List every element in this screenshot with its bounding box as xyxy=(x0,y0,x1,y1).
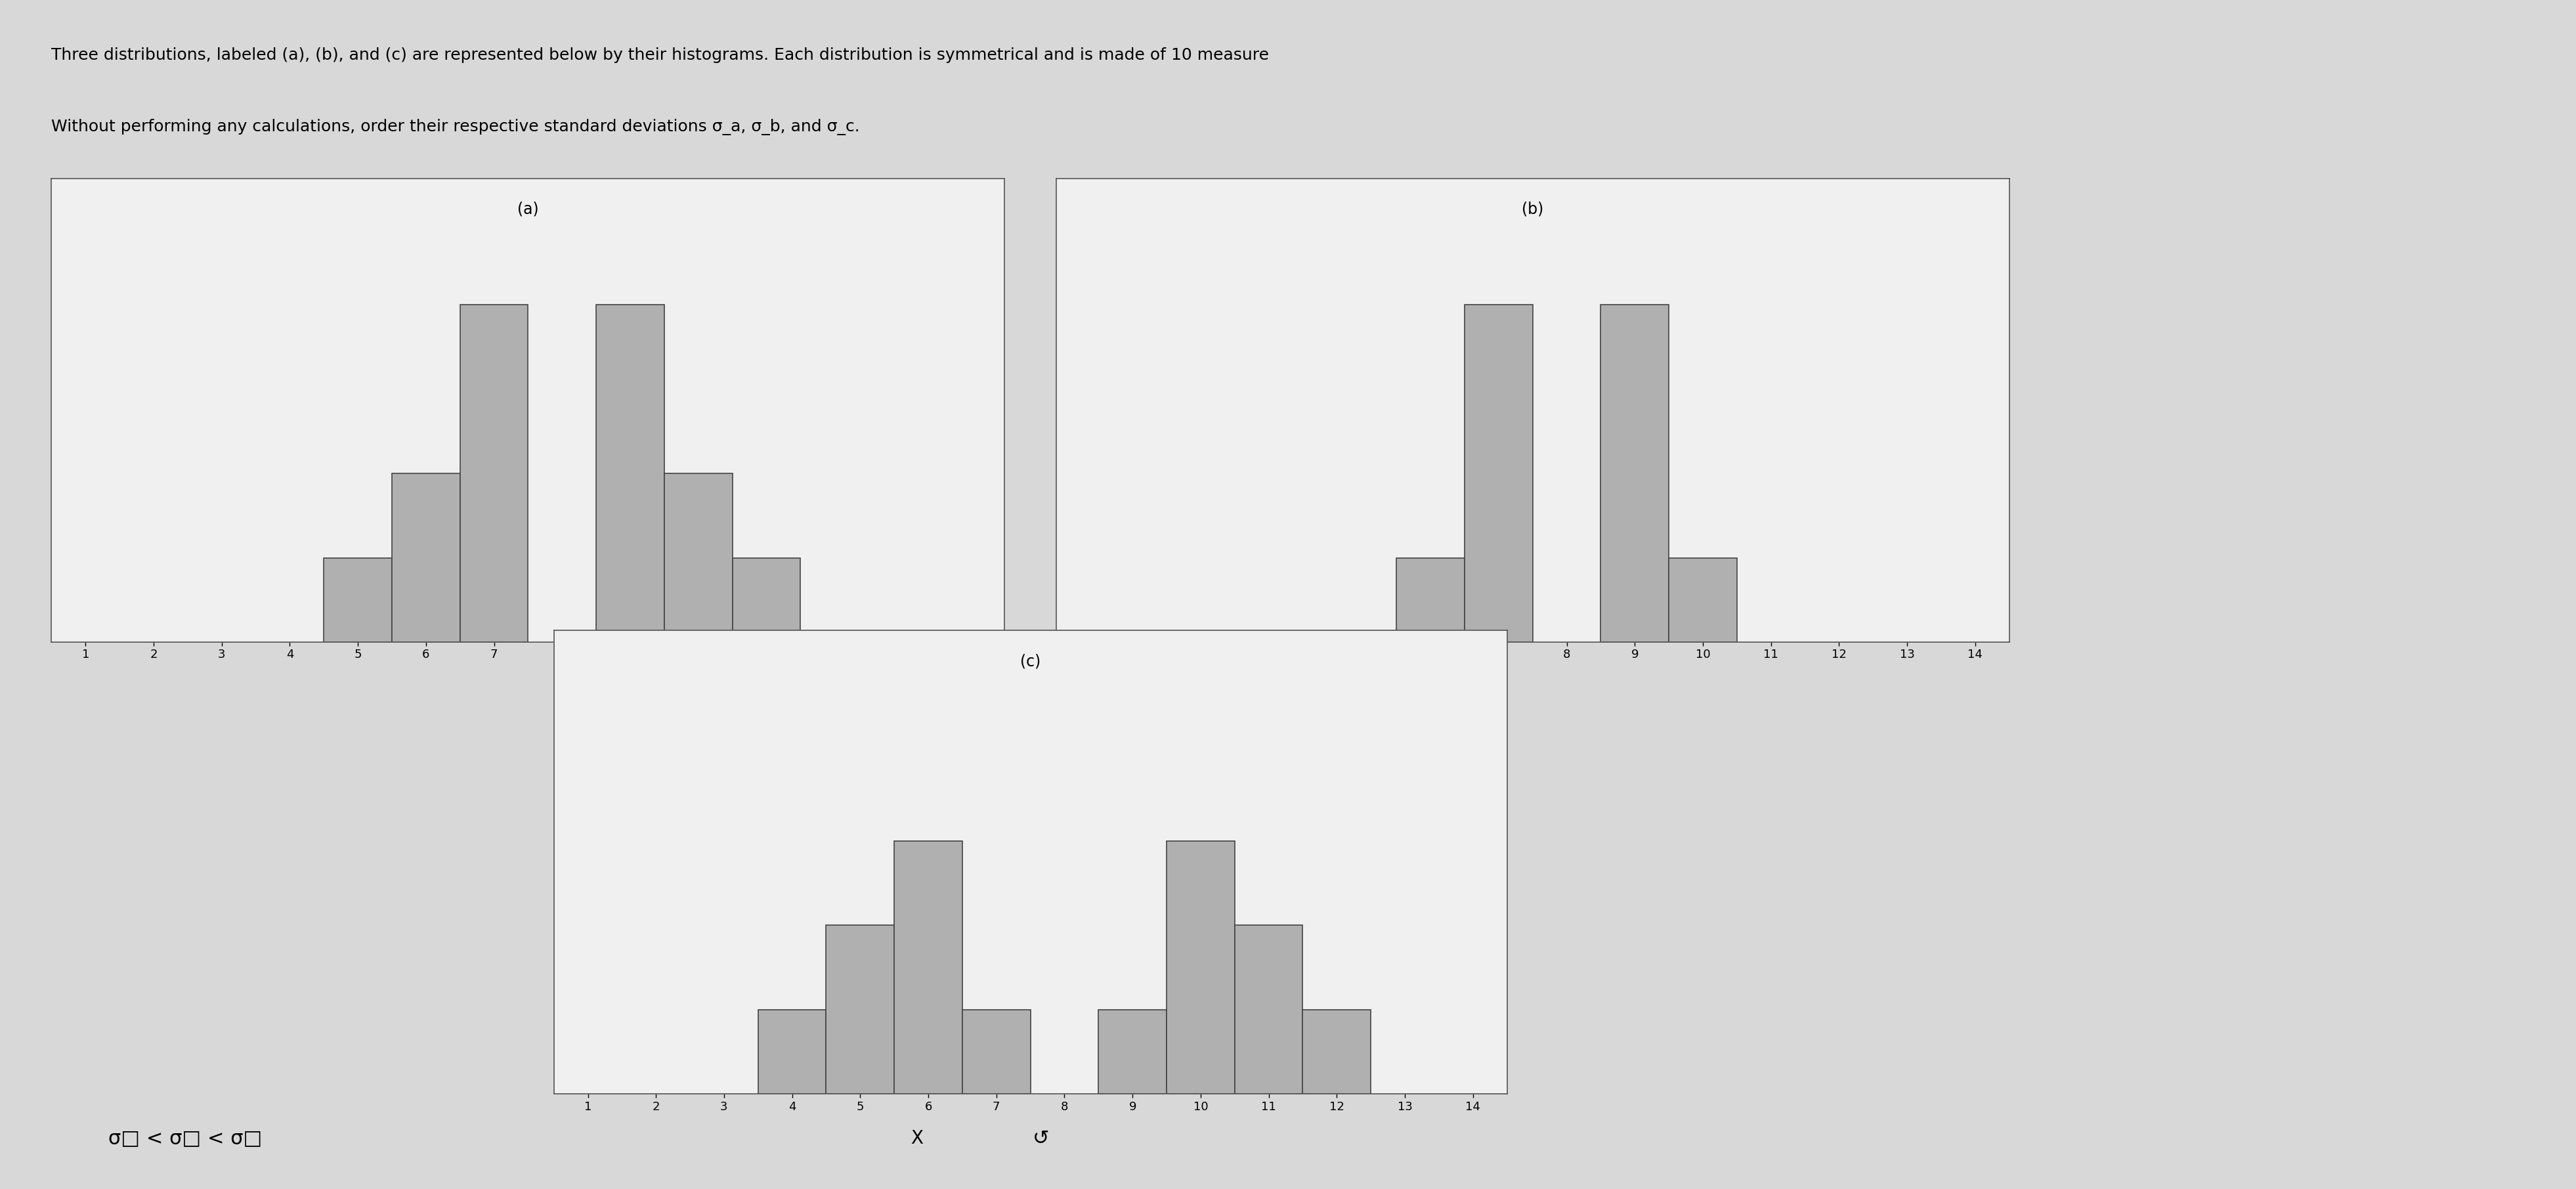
Text: ↺: ↺ xyxy=(1033,1128,1048,1149)
FancyBboxPatch shape xyxy=(1466,304,1533,642)
FancyBboxPatch shape xyxy=(1097,1009,1167,1094)
FancyBboxPatch shape xyxy=(595,304,665,642)
FancyBboxPatch shape xyxy=(827,925,894,1094)
Text: (b): (b) xyxy=(1522,201,1543,218)
Text: Without performing any calculations, order their respective standard deviations : Without performing any calculations, ord… xyxy=(52,119,860,136)
Text: σ□ < σ□ < σ□: σ□ < σ□ < σ□ xyxy=(108,1128,263,1149)
Text: Three distributions, labeled (a), (b), and (c) are represented below by their hi: Three distributions, labeled (a), (b), a… xyxy=(52,48,1270,63)
FancyBboxPatch shape xyxy=(461,304,528,642)
FancyBboxPatch shape xyxy=(1167,841,1234,1094)
Text: (a): (a) xyxy=(518,201,538,218)
FancyBboxPatch shape xyxy=(392,473,461,642)
FancyBboxPatch shape xyxy=(325,558,392,642)
FancyBboxPatch shape xyxy=(1600,304,1669,642)
FancyBboxPatch shape xyxy=(757,1009,827,1094)
FancyBboxPatch shape xyxy=(665,473,732,642)
FancyBboxPatch shape xyxy=(1669,558,1736,642)
Text: X: X xyxy=(912,1130,922,1147)
FancyBboxPatch shape xyxy=(1234,925,1303,1094)
FancyBboxPatch shape xyxy=(963,1009,1030,1094)
FancyBboxPatch shape xyxy=(732,558,801,642)
FancyBboxPatch shape xyxy=(894,841,963,1094)
FancyBboxPatch shape xyxy=(1396,558,1466,642)
Text: (c): (c) xyxy=(1020,653,1041,669)
FancyBboxPatch shape xyxy=(1303,1009,1370,1094)
